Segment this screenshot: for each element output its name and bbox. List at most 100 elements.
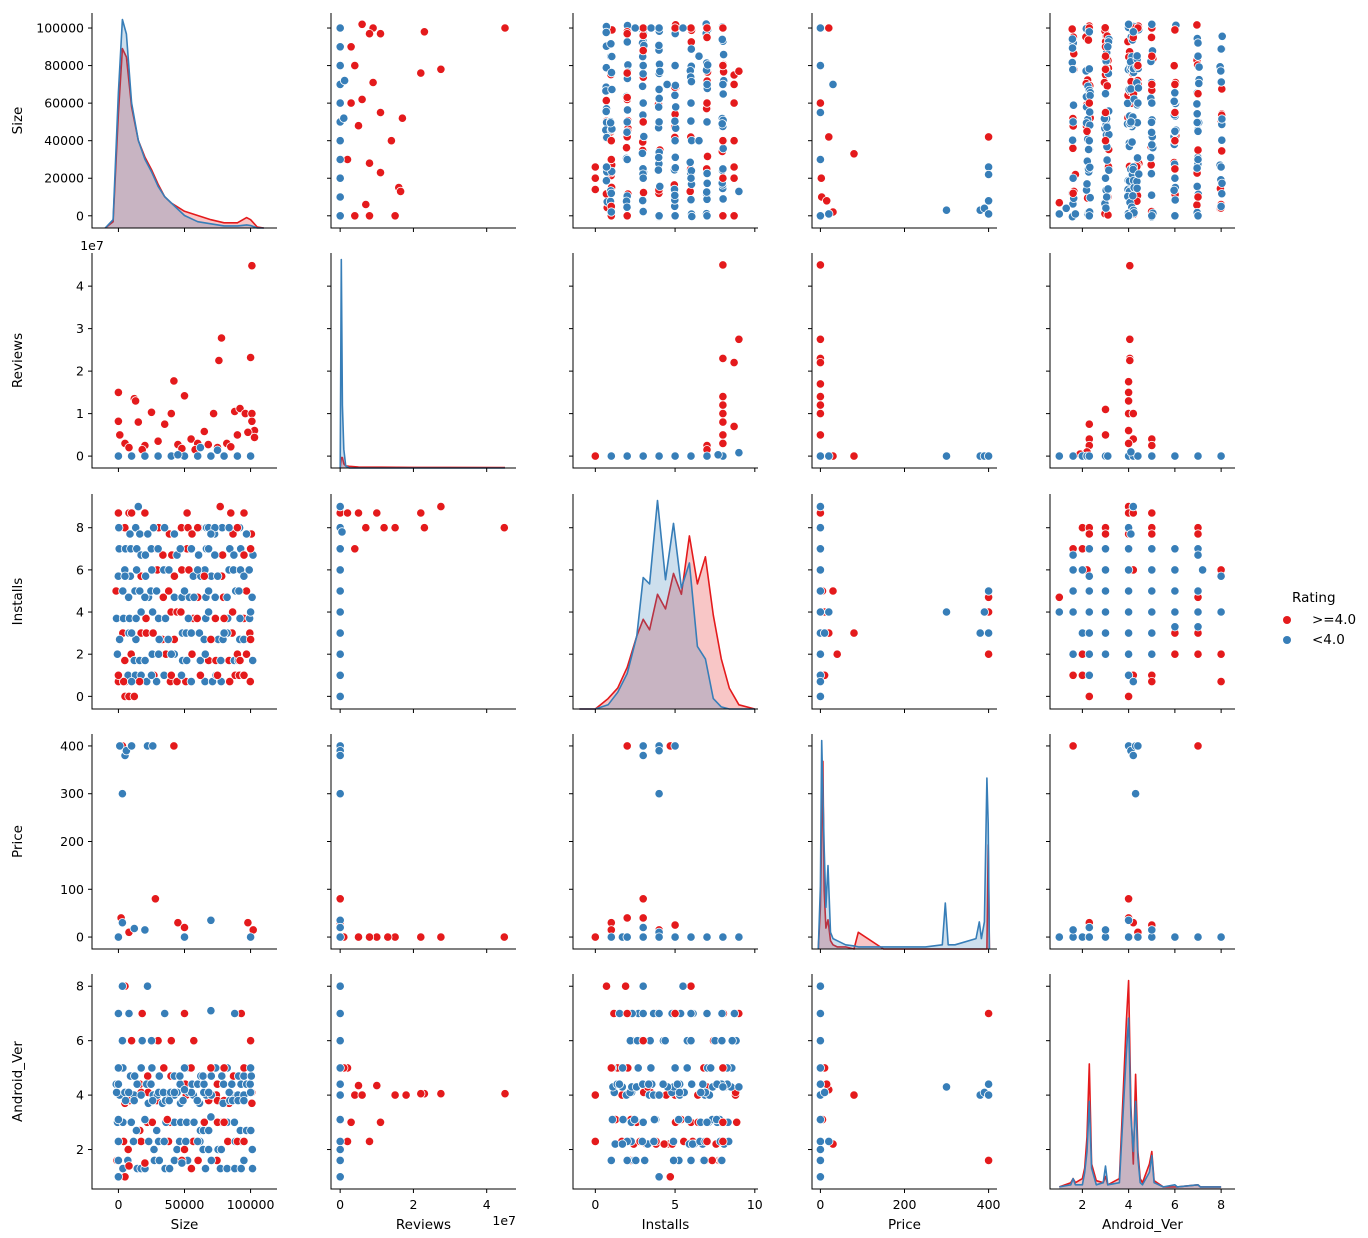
data-point (1193, 932, 1203, 942)
data-point (239, 571, 249, 581)
data-point (132, 1079, 142, 1089)
data-point (815, 1172, 826, 1182)
data-point (1216, 77, 1226, 87)
data-point (204, 544, 214, 554)
x-tick-label: 6 (1171, 1197, 1179, 1212)
data-point (335, 136, 345, 146)
data-point (357, 19, 367, 29)
x-tick-label: 2 (409, 1197, 417, 1212)
data-point (219, 1063, 229, 1073)
data-point (127, 628, 137, 638)
data-point (379, 523, 389, 533)
data-point (375, 168, 386, 178)
data-point (147, 565, 157, 575)
data-point (335, 789, 345, 799)
data-point (140, 451, 150, 461)
data-point (1170, 107, 1180, 118)
data-point (815, 607, 826, 617)
data-point (1084, 932, 1094, 942)
data-point (1147, 140, 1157, 150)
data-point (622, 92, 632, 103)
data-point (686, 173, 696, 183)
data-point (622, 741, 632, 751)
data-point (335, 1144, 345, 1155)
data-point (638, 741, 648, 751)
data-point (1169, 61, 1179, 71)
data-point (1147, 79, 1157, 90)
x-axis-label-installs: Installs (642, 1217, 690, 1233)
data-point (622, 451, 632, 461)
data-point (941, 205, 952, 215)
data-point (140, 550, 150, 560)
data-point (815, 260, 826, 270)
data-point (1169, 185, 1179, 195)
data-point (227, 1079, 237, 1089)
data-point (816, 173, 826, 183)
y-tick-label: 6 (76, 562, 84, 577)
data-point (199, 1079, 209, 1089)
data-point (123, 1144, 133, 1155)
data-point (670, 190, 680, 200)
data-point (249, 432, 260, 442)
data-point (638, 98, 648, 108)
data-point (346, 42, 356, 52)
data-point (1128, 750, 1138, 761)
data-point (1147, 211, 1157, 221)
data-point (1084, 211, 1094, 221)
data-point (1194, 78, 1204, 89)
data-point (113, 1079, 124, 1089)
data-point (232, 523, 242, 533)
data-point (246, 451, 256, 461)
panel-installs-vs-reviews (327, 494, 516, 713)
data-point (172, 676, 182, 687)
data-point (364, 29, 375, 39)
data-point (983, 451, 994, 461)
data-point (210, 613, 220, 624)
panel-installs-vs-price (808, 494, 997, 713)
data-point (1147, 19, 1157, 29)
data-point (717, 1036, 727, 1046)
data-point (1170, 25, 1180, 35)
data-point (219, 1117, 229, 1127)
data-point (1193, 529, 1203, 539)
data-point (137, 1036, 147, 1046)
data-point (687, 1079, 697, 1089)
data-point (729, 79, 739, 90)
data-point (115, 741, 125, 751)
data-point (194, 550, 204, 560)
data-point (140, 655, 150, 666)
data-point (638, 451, 648, 461)
data-point (1133, 741, 1143, 751)
data-point (1084, 98, 1094, 108)
data-point (153, 451, 163, 461)
data-point (179, 1008, 190, 1019)
y-tick-label: 60000 (44, 96, 84, 111)
data-point (828, 79, 838, 90)
data-point (606, 932, 616, 942)
y-tick-label: 2 (76, 647, 84, 662)
kde-line-android-ver (1059, 1017, 1222, 1188)
data-point (815, 430, 826, 440)
data-point (718, 408, 728, 419)
data-point (1132, 51, 1142, 61)
data-point (1170, 586, 1180, 596)
data-point (129, 691, 139, 702)
data-point (246, 352, 256, 363)
data-point (815, 408, 826, 419)
data-point (169, 529, 179, 539)
data-point (436, 932, 446, 942)
data-point (815, 400, 826, 410)
data-point (606, 1155, 616, 1166)
data-point (153, 544, 163, 554)
data-point (335, 981, 345, 991)
data-point (1068, 670, 1078, 680)
data-point (335, 1008, 345, 1019)
data-point (169, 376, 179, 386)
data-point (717, 119, 727, 129)
data-point (983, 132, 994, 142)
data-point (152, 586, 162, 596)
data-point (832, 649, 842, 659)
data-point (213, 571, 223, 581)
data-point (601, 176, 612, 186)
